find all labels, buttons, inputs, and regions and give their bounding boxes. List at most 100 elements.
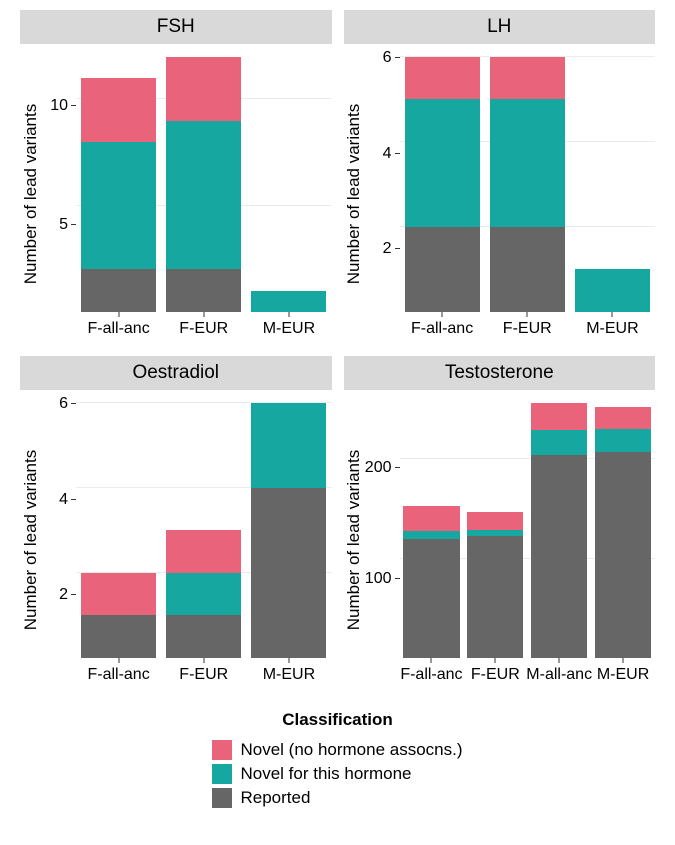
x-axis: F-all-ancF-EURM-EUR (76, 312, 332, 344)
facet-panel: LHNumber of lead variants246F-all-ancF-E… (344, 10, 656, 344)
facet-strip: LH (344, 10, 656, 44)
bar-segment (595, 429, 651, 452)
x-axis: F-all-ancF-EURM-EUR (400, 312, 656, 344)
bar-segment (166, 573, 241, 616)
x-tick-mark (527, 312, 528, 317)
x-tick-label: M-EUR (263, 320, 315, 338)
bar-segment (490, 57, 565, 100)
x-tick-mark (288, 312, 289, 317)
x-tick-label: M-all-anc (526, 666, 592, 684)
y-tick-label: 4 (383, 145, 392, 163)
y-tick-label: 10 (50, 97, 68, 115)
facet-strip: FSH (20, 10, 332, 44)
x-tick-label: M-EUR (586, 320, 638, 338)
x-tick-mark (559, 658, 560, 663)
legend: Classification Novel (no hormone assocns… (20, 710, 655, 808)
y-axis-label-box: Number of lead variants (20, 390, 42, 690)
x-tick-mark (623, 658, 624, 663)
y-tick-label: 5 (59, 216, 68, 234)
bar-segment (166, 121, 241, 270)
x-tick-mark (203, 312, 204, 317)
x-tick-mark (612, 312, 613, 317)
figure-root: FSHNumber of lead variants510F-all-ancF-… (0, 0, 675, 845)
bar-segment (251, 291, 326, 312)
legend-swatch (212, 764, 232, 784)
y-tick-label: 2 (59, 586, 68, 604)
y-tick-label: 2 (383, 240, 392, 258)
bar-segment (81, 573, 156, 616)
x-tick-mark (288, 658, 289, 663)
x-tick-mark (118, 658, 119, 663)
bar-segment (531, 403, 587, 430)
y-axis-label-box: Number of lead variants (344, 44, 366, 344)
y-axis: 2 4 6 (366, 44, 400, 344)
plot-wrap: Number of lead variants100200F-all-ancF-… (344, 390, 656, 690)
plot-and-x: F-all-ancF-EURM-EUR (400, 44, 656, 344)
y-axis: 5 10 (42, 44, 76, 344)
x-tick-label: F-EUR (179, 666, 228, 684)
x-tick-label: F-EUR (503, 320, 552, 338)
bar-segment (490, 227, 565, 312)
x-tick-label: F-all-anc (400, 666, 462, 684)
x-tick-label: M-EUR (597, 666, 649, 684)
y-tick-label: 200 (365, 459, 392, 477)
x-axis: F-all-anc F-EUR M-all-anc M-EUR (400, 658, 656, 690)
bar-segment (81, 269, 156, 312)
bar-segment (403, 531, 459, 539)
bar-segment (81, 615, 156, 658)
plot-wrap: Number of lead variants246F-all-ancF-EUR… (344, 44, 656, 344)
bar-segment (166, 57, 241, 121)
y-axis: 2 4 6 (42, 390, 76, 690)
x-tick-label: F-EUR (471, 666, 520, 684)
x-tick-mark (442, 312, 443, 317)
bar-segment (405, 227, 480, 312)
legend-item: Novel for this hormone (212, 764, 411, 784)
bar-segment (575, 269, 650, 312)
x-tick-label: F-all-anc (87, 320, 149, 338)
bar-segment (251, 488, 326, 658)
y-tick-label: 100 (365, 570, 392, 588)
y-tick-label: 6 (59, 395, 68, 413)
legend-swatch (212, 788, 232, 808)
x-tick-label: F-all-anc (87, 666, 149, 684)
x-tick-label: M-EUR (263, 666, 315, 684)
facet-strip: Oestradiol (20, 356, 332, 390)
bar-segment (467, 512, 523, 530)
bar-segment (403, 506, 459, 531)
plot-area (76, 390, 332, 658)
bar-segment (251, 403, 326, 488)
bar-segment (595, 407, 651, 429)
bar-segment (166, 615, 241, 658)
x-axis: F-all-anc F-EUR M-EUR (76, 658, 332, 690)
panel-grid: FSHNumber of lead variants510F-all-ancF-… (20, 10, 655, 690)
x-tick-mark (118, 312, 119, 317)
plot-area (400, 390, 656, 658)
legend-label: Reported (240, 788, 310, 808)
x-tick-mark (203, 658, 204, 663)
plot-area (76, 44, 332, 312)
y-axis-label-box: Number of lead variants (20, 44, 42, 344)
legend-label: Novel (no hormone assocns.) (240, 740, 462, 760)
plot-wrap: Number of lead variants 2 4 6 F-all-anc F-EUR… (20, 390, 332, 690)
plot-wrap: Number of lead variants 5 10 F-all-ancF-EUR… (20, 44, 332, 344)
bar-segment (531, 455, 587, 658)
bar-segment (467, 536, 523, 658)
bar-segment (81, 142, 156, 270)
bar-segment (405, 99, 480, 227)
facet-panel: OestradiolNumber of lead variants 2 4 6 F-al… (20, 356, 332, 690)
y-axis-label: Number of lead variants (345, 104, 365, 284)
x-tick-mark (495, 658, 496, 663)
bar-segment (81, 78, 156, 142)
bar-segment (166, 269, 241, 312)
y-tick-label: 4 (59, 491, 68, 509)
plot-area (400, 44, 656, 312)
facet-strip: Testosterone (344, 356, 656, 390)
legend-items: Novel (no hormone assocns.) Novel for thi… (212, 740, 462, 808)
y-axis-label: Number of lead variants (345, 450, 365, 630)
y-tick-label: 6 (383, 49, 392, 67)
bar-segment (405, 57, 480, 100)
legend-item: Novel (no hormone assocns.) (212, 740, 462, 760)
plot-and-x: F-all-anc F-EUR M-EUR (76, 390, 332, 690)
x-tick-mark (431, 658, 432, 663)
legend-title: Classification (282, 710, 393, 730)
